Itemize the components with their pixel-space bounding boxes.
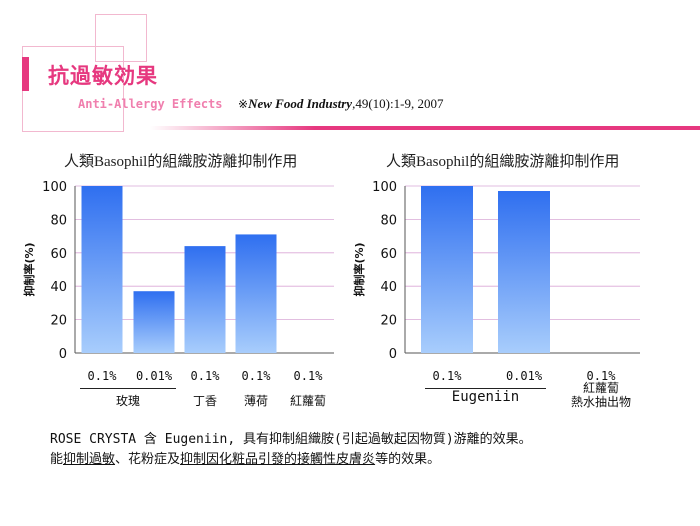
category-label-0-2: 0.1% — [190, 369, 220, 383]
category-label-0-1: 0.01% — [135, 369, 173, 383]
desc-text-c: 、花粉症及 — [115, 452, 181, 467]
description-line-2: 能抑制過敏、花粉症及抑制因化粧品引發的接觸性皮膚炎等的效果。 — [50, 450, 532, 470]
desc-text-a: 能 — [50, 452, 64, 467]
citation-mark: ※ — [238, 97, 249, 111]
bar-1-1 — [498, 191, 550, 353]
group-label-0-2: 薄荷 — [243, 394, 268, 408]
y-tick-label-1-1: 20 — [380, 314, 397, 329]
bar-0-0 — [81, 186, 123, 353]
category-label-1-2: 0.1% — [586, 369, 616, 383]
category-label-0-0: 0.1% — [87, 369, 117, 383]
description: ROSE CRYSTA 含 Eugeniin, 具有抑制組織胺(引起過敏起因物質… — [50, 430, 532, 470]
citation-journal: New Food Industry — [248, 96, 353, 111]
bar-0-3 — [235, 234, 277, 353]
y-axis-label-0: 抑制率(%) — [22, 242, 36, 296]
category-label-1-1: 0.01% — [505, 369, 543, 383]
y-tick-label-1-4: 80 — [380, 213, 397, 228]
decor-box-upper — [95, 14, 147, 62]
y-axis-label-1: 抑制率(%) — [352, 242, 366, 296]
desc-text-e: 等的效果。 — [375, 452, 441, 467]
y-tick-label-0-1: 20 — [50, 314, 67, 329]
y-tick-label-0-0: 0 — [59, 347, 67, 362]
desc-underline-allergy: 抑制過敏 — [63, 452, 116, 467]
group-label-0-1: 丁香 — [192, 394, 217, 408]
group-bracket-1-0 — [425, 388, 546, 389]
y-tick-label-1-3: 60 — [380, 247, 397, 262]
y-tick-label-0-3: 60 — [50, 247, 67, 262]
y-tick-label-1-0: 0 — [389, 347, 397, 362]
category-label-0-4: 0.1% — [293, 369, 323, 383]
group-bracket-0-0 — [80, 388, 176, 389]
charts-canvas: 0 20 40 60 80 100 抑制率(%) 0 20 40 60 80 100 抑制率(%) — [22, 180, 640, 362]
desc-underline-dermatitis: 抑制因化粧品引發的接觸性皮膚炎 — [180, 452, 376, 467]
bar-1-0 — [421, 186, 473, 353]
group-label-1-1: 紅蘿蔔 熱水抽出物 — [570, 381, 631, 409]
title-accent-bar — [22, 57, 29, 91]
y-tick-label-0-2: 40 — [50, 280, 67, 295]
category-label-0-3: 0.1% — [241, 369, 271, 383]
group-label-0-3: 紅蘿蔔 — [289, 394, 326, 408]
group-label-0-0: 玫瑰 — [115, 394, 140, 408]
y-tick-label-1-2: 40 — [380, 280, 397, 295]
citation: ※New Food Industry,49(10):1-9, 2007 — [238, 96, 443, 112]
header-divider — [150, 126, 700, 130]
bar-0-1 — [133, 291, 175, 353]
chart-1-title: 人類Basophil的組織胺游離抑制作用 — [64, 154, 298, 170]
page-title: 抗過敏効果 — [48, 64, 158, 88]
category-label-1-0: 0.1% — [432, 369, 462, 383]
citation-reference: ,49(10):1-9, 2007 — [352, 96, 444, 111]
description-line-1: ROSE CRYSTA 含 Eugeniin, 具有抑制組織胺(引起過敏起因物質… — [50, 432, 532, 447]
y-tick-label-0-5: 100 — [42, 180, 67, 195]
chart-2-title: 人類Basophil的組織胺游離抑制作用 — [386, 154, 620, 170]
group-label-1-0: Eugeniin — [451, 389, 520, 405]
bar-0-2 — [184, 246, 226, 353]
y-tick-label-0-4: 80 — [50, 213, 67, 228]
y-tick-label-1-5: 100 — [372, 180, 397, 195]
page-subtitle: Anti-Allergy Effects — [78, 97, 223, 111]
